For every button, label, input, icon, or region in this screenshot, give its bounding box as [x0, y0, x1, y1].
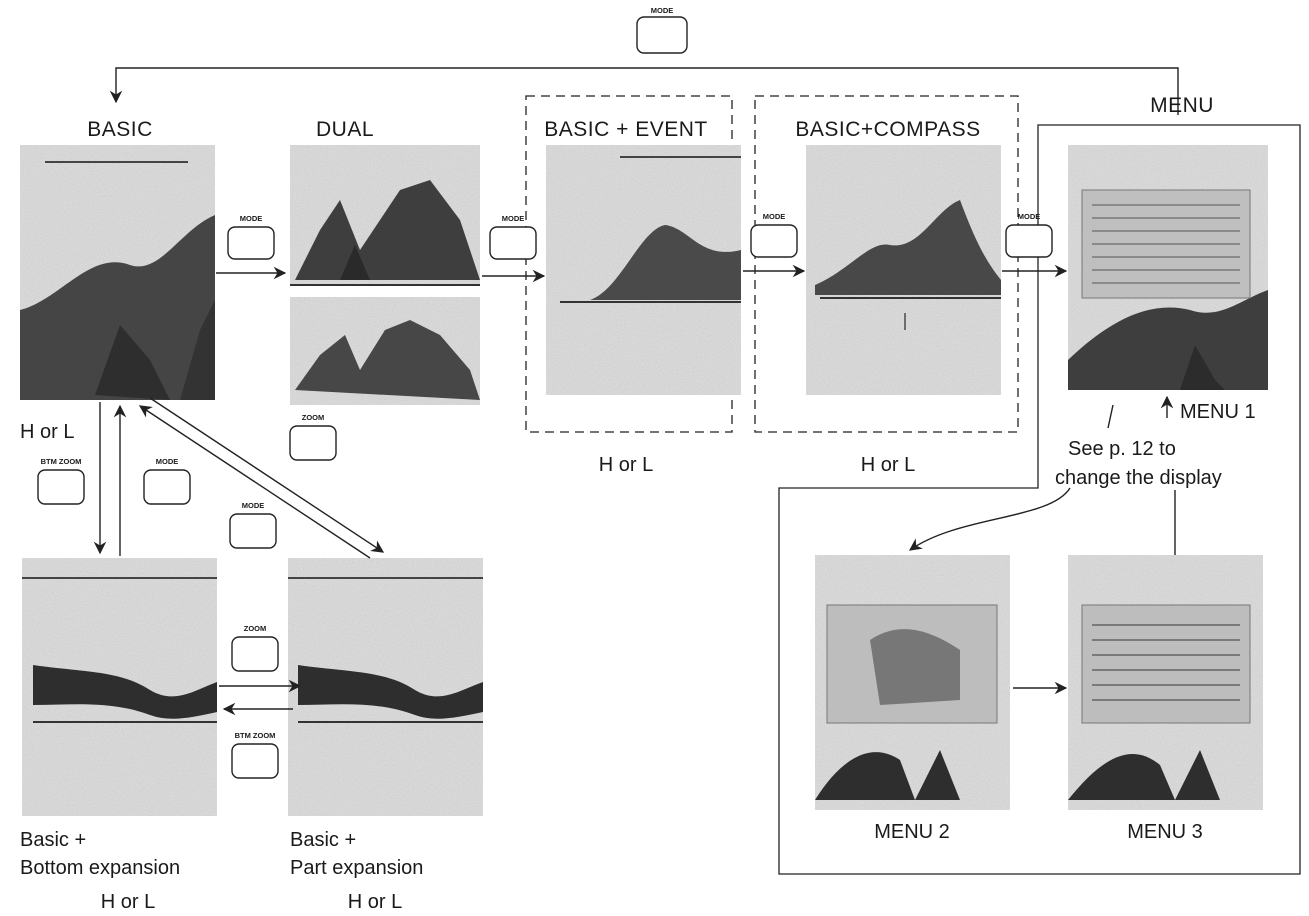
dual-screen-upper — [290, 145, 480, 286]
zoom-key-dual[interactable] — [289, 425, 337, 461]
arrow-basic-to-part-exp — [149, 397, 385, 553]
menu-group-frame — [778, 124, 1301, 875]
mode-key-dual-to-event-label: MODE — [502, 214, 525, 223]
note-line-1: See p. 12 to — [1068, 438, 1176, 460]
basic-title: BASIC — [87, 118, 153, 141]
menu2-screen — [815, 555, 1010, 810]
mode-key-diagonal-label: MODE — [242, 501, 265, 510]
mode-key-compass-to-menu[interactable] — [1005, 224, 1053, 258]
part-expansion-screen — [288, 558, 483, 816]
dual-screen-lower — [290, 297, 480, 405]
zoom-key-bottom-label: ZOOM — [244, 624, 267, 633]
basic-event-screen — [546, 145, 741, 395]
menu3-label: MENU 3 — [1127, 821, 1203, 843]
basic-compass-screen — [806, 145, 1001, 395]
part-exp-range-label: H or L — [348, 891, 402, 913]
zoom-key-dual-label: ZOOM — [302, 413, 325, 422]
mode-key-dual-to-event[interactable] — [489, 226, 537, 260]
loop-back-arrow — [109, 67, 1179, 115]
arrow-part-exp-to-basic — [138, 405, 371, 559]
mode-key-event-to-compass-label: MODE — [763, 212, 786, 221]
btm-zoom-key-bottom-label: BTM ZOOM — [235, 731, 276, 740]
bottom-exp-caption-2: Bottom expansion — [20, 857, 180, 879]
menu-title: MENU — [1150, 94, 1214, 117]
mode-key-basic-to-dual[interactable] — [227, 226, 275, 260]
part-exp-caption-2: Part expansion — [290, 857, 423, 879]
note-line-2: change the display — [1055, 467, 1222, 489]
mode-key-compass-to-menu-label: MODE — [1018, 212, 1041, 221]
mode-key-diagonal[interactable] — [229, 513, 277, 549]
compass-range-label: H or L — [861, 454, 915, 476]
dual-title: DUAL — [316, 118, 374, 141]
zoom-key-bottom[interactable] — [231, 636, 279, 672]
bottom-exp-caption-1: Basic + — [20, 829, 86, 851]
event-range-label: H or L — [599, 454, 653, 476]
basic-screen — [20, 145, 215, 400]
menu1-label: MENU 1 — [1180, 401, 1256, 423]
mode-key-left-label: MODE — [156, 457, 179, 466]
btm-zoom-key-left-label: BTM ZOOM — [41, 457, 82, 466]
btm-zoom-key-bottom[interactable] — [231, 743, 279, 779]
btm-zoom-key-left[interactable] — [37, 469, 85, 505]
part-exp-caption-1: Basic + — [290, 829, 356, 851]
bottom-expansion-screen — [22, 558, 217, 816]
basic-event-frame — [525, 95, 733, 433]
mode-key-basic-to-dual-label: MODE — [240, 214, 263, 223]
top-mode-key-label: MODE — [651, 6, 674, 15]
basic-range-label: H or L — [20, 421, 74, 443]
note-leader-tick — [1107, 404, 1114, 429]
menu2-label: MENU 2 — [874, 821, 950, 843]
arrow-menu1-to-menu2 — [908, 487, 1071, 551]
menu1-screen — [1068, 145, 1268, 390]
mode-key-event-to-compass[interactable] — [750, 224, 798, 258]
mode-key-left[interactable] — [143, 469, 191, 505]
menu3-screen — [1068, 555, 1263, 810]
basic-compass-title: BASIC+COMPASS — [795, 118, 980, 141]
top-mode-key[interactable] — [636, 16, 688, 54]
basic-event-title: BASIC + EVENT — [544, 118, 707, 141]
bottom-exp-range-label: H or L — [101, 891, 155, 913]
